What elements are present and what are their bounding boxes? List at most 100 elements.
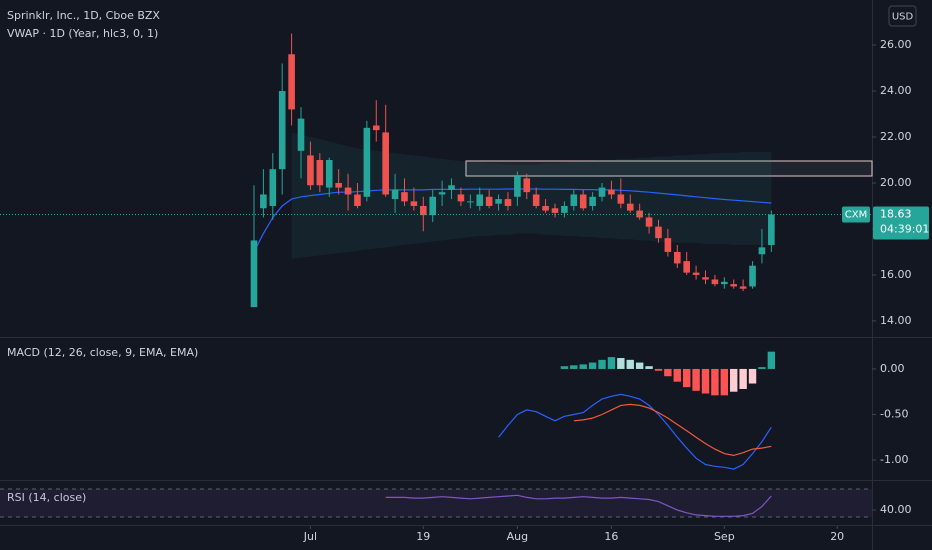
candle-body [514,176,521,197]
macd-histogram-bar [654,368,663,371]
macd-histogram-bar [739,368,747,389]
candle-body [749,265,756,287]
macd-histogram-bar [645,366,653,369]
macd-histogram-bar [560,366,569,369]
candle-body [278,91,286,170]
x-tick-label: Sep [714,530,735,543]
drawing-rectangle[interactable] [465,160,873,177]
y-tick-label: -0.50 [880,407,908,420]
candle-body [721,281,728,285]
macd-histogram-bar [607,357,616,369]
rsi-line [385,494,772,517]
indicator-label: RSI (14, close) [7,491,86,504]
candle-body [664,238,672,252]
macd-histogram-bar [588,362,597,369]
candle-body [307,155,314,186]
macd-histogram-bar [748,368,757,384]
vwap-line [253,188,772,253]
symbol-label: CXM [845,209,867,220]
macd-histogram-bar [711,368,719,396]
candle-body [730,284,738,287]
candle-body [410,201,418,206]
candle-body [495,199,502,204]
candle-body [325,159,333,188]
candle-body [316,159,324,186]
macd-histogram-bar [692,368,700,391]
macd-histogram-bar [682,368,691,388]
x-tick-label: Aug [507,530,528,543]
candle-body [542,205,549,211]
macd-histogram-bar [701,368,710,394]
candle-body [250,240,258,308]
candle-body [391,189,399,200]
indicator-label: MACD (12, 26, close, 9, EMA, EMA) [7,346,198,359]
candle-body [363,127,371,197]
macd-line [573,403,772,457]
macd-histogram-bar [720,368,729,396]
macd-histogram-bar [664,368,672,377]
symbol-tag [842,206,870,223]
countdown-label: 04:39:01 [880,222,929,235]
candle-body [598,187,606,197]
candle-body [702,277,709,280]
macd-histogram-bar [626,359,634,369]
y-tick-label: 14.00 [880,314,912,327]
candle-body [532,194,540,206]
macd-histogram-bar [570,365,578,369]
macd-histogram-bar [730,368,738,392]
candle-body [288,54,295,110]
y-tick-label: 20.00 [880,176,912,189]
macd-histogram-bar [598,359,606,369]
candle-body [589,196,596,206]
currency[interactable]: USD [892,12,914,23]
x-tick-label: 16 [604,530,618,543]
candle-body [269,169,277,206]
candle-body [448,185,455,190]
vwap-band [291,132,772,259]
candle-body [260,194,267,209]
candle-body [372,125,380,131]
y-tick-label: 0.00 [880,362,905,375]
y-tick-label: -1.00 [880,453,908,466]
candle-body [457,194,465,202]
candle-body [570,194,578,206]
indicator-label: VWAP · 1D (Year, hlc3, 0, 1) [7,27,158,40]
candle-body [739,286,747,289]
y-tick-label: 26.00 [880,38,912,51]
candle-body [382,132,389,195]
candle-body [523,178,531,193]
macd-histogram-bar [673,368,681,382]
candle-body [476,194,484,206]
x-tick-label: Jul [303,530,317,543]
candle-body [438,192,446,195]
y-tick-label: 22.00 [880,130,912,143]
last-price-label: 18.63 [880,207,912,220]
candle-body [504,199,512,206]
x-tick-label: 19 [416,530,430,543]
candle-body [711,279,719,285]
macd-histogram-bar [579,364,587,369]
currency-box[interactable] [888,5,917,27]
candle-body [335,182,342,188]
candle-body [692,272,700,275]
macd-histogram-bar [758,367,766,369]
candle-body [467,201,474,203]
candle-body [561,205,568,213]
x-tick-label: 20 [830,530,844,543]
macd-histogram-bar [617,358,625,369]
candle-body [579,194,587,209]
candle-body [673,251,681,264]
candle-body [344,187,352,195]
candle-body [401,192,408,202]
macd-line [498,393,772,470]
candle-body [645,217,653,227]
candle-body [551,208,559,213]
candle-body [354,194,361,206]
candle-body [485,196,493,206]
candle-body [655,226,662,239]
y-tick-label: 16.00 [880,268,912,281]
candle-body [683,261,690,273]
y-tick-label: 24.00 [880,84,912,97]
